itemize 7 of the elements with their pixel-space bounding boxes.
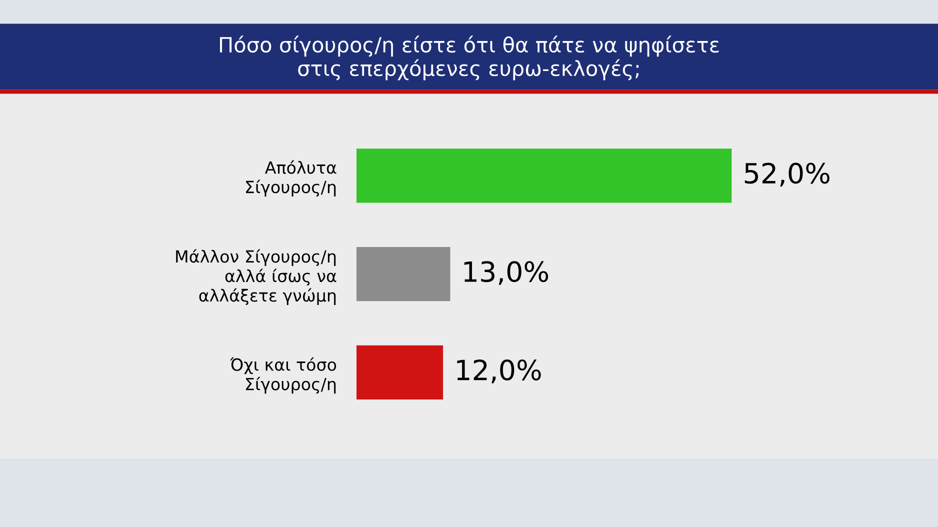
data-label: 12,0%: [457, 359, 541, 384]
y-tick-label: Όχι και τόσο Σίγουρος/η: [230, 357, 336, 394]
data-label: 13,0%: [464, 261, 548, 285]
y-tick-label: Απόλυτα Σίγουρος/η: [246, 160, 336, 197]
y-tick-label: Μάλλον Σίγουρος/η αλλά ίσως να αλλάξετε γνώμη: [176, 249, 336, 306]
data-label: 52,0%: [744, 162, 830, 187]
chart-title: Πόσο σίγουρος/η είστε ότι θα πάτε να ψηφίσετε στις επερχόμενες ευρω-εκλογές;: [220, 36, 719, 80]
